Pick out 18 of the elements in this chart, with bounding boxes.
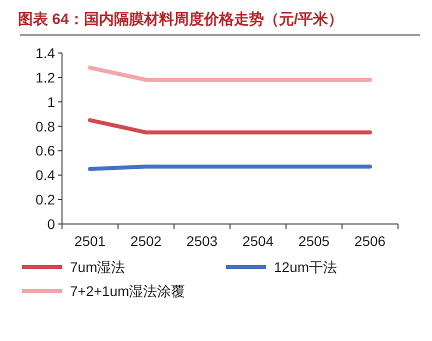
x-tick-label: 2503	[186, 233, 218, 249]
x-tick-label: 2502	[130, 233, 162, 249]
chart-title: 图表 64：国内隔膜材料周度价格走势（元/平米）	[18, 10, 344, 28]
legend-label: 12um干法	[274, 259, 338, 275]
y-tick-label: 0.2	[36, 192, 56, 208]
x-tick-label: 2501	[74, 233, 106, 249]
x-tick-label: 2506	[354, 233, 386, 249]
y-tick-label: 1.4	[36, 45, 56, 61]
y-tick-label: 0	[47, 216, 56, 232]
y-tick-label: 1.2	[36, 69, 56, 86]
x-tick-label: 2505	[298, 233, 330, 249]
y-tick-label: 1	[47, 94, 56, 110]
y-tick-label: 0.8	[36, 118, 56, 134]
legend-label: 7+2+1um湿法涂覆	[70, 283, 186, 299]
legend-label: 7um湿法	[70, 259, 126, 275]
x-tick-label: 2504	[242, 233, 274, 249]
y-tick-label: 0.6	[36, 142, 56, 159]
y-tick-label: 0.4	[36, 167, 56, 184]
